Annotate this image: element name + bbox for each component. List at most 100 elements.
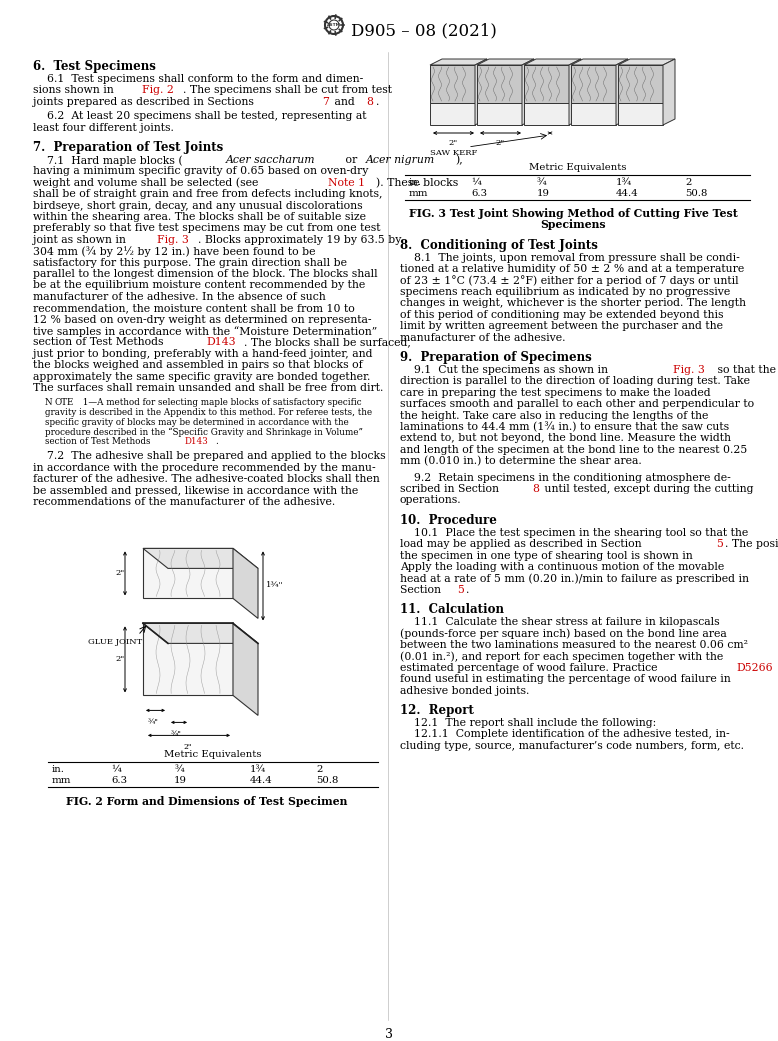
Text: load may be applied as described in Section: load may be applied as described in Sect… <box>400 539 645 550</box>
Text: ¾: ¾ <box>174 765 184 775</box>
Text: preferably so that five test specimens may be cut from one test: preferably so that five test specimens m… <box>33 224 380 233</box>
Text: Section: Section <box>400 585 444 594</box>
Text: 1¾": 1¾" <box>266 582 283 589</box>
Text: be assembled and pressed, likewise in accordance with the: be assembled and pressed, likewise in ac… <box>33 485 358 496</box>
Polygon shape <box>522 59 534 125</box>
Text: Fig. 3: Fig. 3 <box>157 235 189 245</box>
Text: .: . <box>466 585 470 594</box>
Text: 44.4: 44.4 <box>250 777 273 785</box>
Polygon shape <box>430 103 475 125</box>
Polygon shape <box>143 549 258 568</box>
Text: . Blocks approximately 19 by 63.5 by: . Blocks approximately 19 by 63.5 by <box>198 235 402 245</box>
Text: procedure described in the “Specific Gravity and Shrinkage in Volume”: procedure described in the “Specific Gra… <box>45 427 363 436</box>
Text: 9.2  Retain specimens in the conditioning atmosphere de-: 9.2 Retain specimens in the conditioning… <box>400 473 731 483</box>
Text: 6.3: 6.3 <box>111 777 128 785</box>
Text: 3: 3 <box>385 1029 393 1041</box>
Text: satisfactory for this purpose. The grain direction shall be: satisfactory for this purpose. The grain… <box>33 257 347 268</box>
Text: laminations to 44.4 mm (1¾ in.) to ensure that the saw cuts: laminations to 44.4 mm (1¾ in.) to ensur… <box>400 422 729 432</box>
Text: 2": 2" <box>496 139 505 147</box>
Text: recommendation, the moisture content shall be from 10 to: recommendation, the moisture content sha… <box>33 303 355 313</box>
Text: 8.  Conditioning of Test Joints: 8. Conditioning of Test Joints <box>400 238 598 252</box>
Polygon shape <box>571 59 628 65</box>
Polygon shape <box>430 65 475 103</box>
Text: .: . <box>376 97 379 107</box>
Text: scribed in Section: scribed in Section <box>400 484 503 494</box>
Text: care in preparing the test specimens to make the loaded: care in preparing the test specimens to … <box>400 388 710 398</box>
Text: least four different joints.: least four different joints. <box>33 123 173 132</box>
Text: ). These blocks: ). These blocks <box>377 178 458 188</box>
Text: Apply the loading with a continuous motion of the movable: Apply the loading with a continuous moti… <box>400 562 724 572</box>
Text: D143: D143 <box>206 337 236 348</box>
Polygon shape <box>618 59 675 65</box>
Text: 9.1  Cut the specimens as shown in: 9.1 Cut the specimens as shown in <box>400 365 612 375</box>
Text: 2: 2 <box>685 178 692 187</box>
Text: mm: mm <box>52 777 72 785</box>
Text: in.: in. <box>52 765 65 775</box>
Text: section of Test Methods: section of Test Methods <box>45 437 153 446</box>
Text: sions shown in: sions shown in <box>33 85 117 96</box>
Text: 10.1  Place the test specimen in the shearing tool so that the: 10.1 Place the test specimen in the shea… <box>400 528 748 538</box>
Text: mm: mm <box>409 189 429 198</box>
Text: joints prepared as described in Sections: joints prepared as described in Sections <box>33 97 258 107</box>
Text: 19: 19 <box>537 189 549 198</box>
Text: Fig. 2: Fig. 2 <box>142 85 173 96</box>
Polygon shape <box>524 65 569 103</box>
Text: ¾: ¾ <box>537 178 546 187</box>
Text: ¼: ¼ <box>471 178 481 187</box>
Text: .: . <box>216 437 218 446</box>
Text: 5: 5 <box>717 539 724 550</box>
Text: The surfaces shall remain unsanded and shall be free from dirt.: The surfaces shall remain unsanded and s… <box>33 383 384 393</box>
Text: approximately the same specific gravity are bonded together.: approximately the same specific gravity … <box>33 372 370 382</box>
Text: 19: 19 <box>174 777 187 785</box>
Text: manufacturer of the adhesive.: manufacturer of the adhesive. <box>400 333 566 342</box>
Text: . The specimens shall be cut from test: . The specimens shall be cut from test <box>183 85 392 96</box>
Polygon shape <box>233 624 258 715</box>
Text: and length of the specimen at the bond line to the nearest 0.25: and length of the specimen at the bond l… <box>400 445 747 455</box>
Polygon shape <box>233 549 258 618</box>
Text: changes in weight, whichever is the shorter period. The length: changes in weight, whichever is the shor… <box>400 299 746 308</box>
Text: 12.1  The report shall include the following:: 12.1 The report shall include the follow… <box>400 718 657 728</box>
Text: 12.  Report: 12. Report <box>400 704 474 717</box>
Polygon shape <box>143 624 233 695</box>
Text: FIG. 2 Form and Dimensions of Test Specimen: FIG. 2 Form and Dimensions of Test Speci… <box>66 796 348 808</box>
Text: and: and <box>331 97 359 107</box>
Text: recommendations of the manufacturer of the adhesive.: recommendations of the manufacturer of t… <box>33 497 335 507</box>
Text: adhesive bonded joints.: adhesive bonded joints. <box>400 686 529 695</box>
Text: cluding type, source, manufacturer’s code numbers, form, etc.: cluding type, source, manufacturer’s cod… <box>400 741 744 751</box>
Text: until tested, except during the cutting: until tested, except during the cutting <box>541 484 754 494</box>
Polygon shape <box>524 103 569 125</box>
Text: 12.1.1  Complete identification of the adhesive tested, in-: 12.1.1 Complete identification of the ad… <box>400 730 730 739</box>
Text: (pounds-force per square inch) based on the bond line area: (pounds-force per square inch) based on … <box>400 629 727 639</box>
Polygon shape <box>663 59 675 125</box>
Polygon shape <box>143 624 258 643</box>
Text: specific gravity of blocks may be determined in accordance with the: specific gravity of blocks may be determ… <box>45 417 349 427</box>
Text: operations.: operations. <box>400 496 461 505</box>
Text: between the two laminations measured to the nearest 0.06 cm²: between the two laminations measured to … <box>400 640 748 650</box>
Text: facturer of the adhesive. The adhesive-coated blocks shall then: facturer of the adhesive. The adhesive-c… <box>33 475 380 484</box>
Text: Acer nigrum: Acer nigrum <box>366 155 436 166</box>
Text: limit by written agreement between the purchaser and the: limit by written agreement between the p… <box>400 322 723 331</box>
Text: 5: 5 <box>457 585 464 594</box>
Text: Acer saccharum: Acer saccharum <box>226 155 316 166</box>
Text: the specimen in one type of shearing tool is shown in: the specimen in one type of shearing too… <box>400 551 696 561</box>
Text: head at a rate of 5 mm (0.20 in.)/min to failure as prescribed in: head at a rate of 5 mm (0.20 in.)/min to… <box>400 574 749 584</box>
Text: . The blocks shall be surfaced,: . The blocks shall be surfaced, <box>244 337 411 348</box>
Text: 11.  Calculation: 11. Calculation <box>400 603 504 616</box>
Text: of 23 ± 1°C (73.4 ± 2°F) either for a period of 7 days or until: of 23 ± 1°C (73.4 ± 2°F) either for a pe… <box>400 276 738 286</box>
Text: 2": 2" <box>449 139 458 147</box>
Text: 8: 8 <box>366 97 373 107</box>
Text: N: N <box>45 399 53 407</box>
Text: 7.2  The adhesive shall be prepared and applied to the blocks: 7.2 The adhesive shall be prepared and a… <box>33 452 386 461</box>
Text: 50.8: 50.8 <box>685 189 707 198</box>
Text: 6.3: 6.3 <box>471 189 487 198</box>
Text: of this period of conditioning may be extended beyond this: of this period of conditioning may be ex… <box>400 310 724 320</box>
Text: Metric Equivalents: Metric Equivalents <box>164 751 261 759</box>
Text: 50.8: 50.8 <box>316 777 338 785</box>
Text: tive samples in accordance with the “Moisture Determination”: tive samples in accordance with the “Moi… <box>33 326 377 337</box>
Text: 2": 2" <box>115 656 124 663</box>
Text: within the shearing area. The blocks shall be of suitable size: within the shearing area. The blocks sha… <box>33 212 366 222</box>
Polygon shape <box>430 59 487 65</box>
Polygon shape <box>477 59 534 65</box>
Text: 2: 2 <box>316 765 322 775</box>
Text: 8: 8 <box>532 484 539 494</box>
